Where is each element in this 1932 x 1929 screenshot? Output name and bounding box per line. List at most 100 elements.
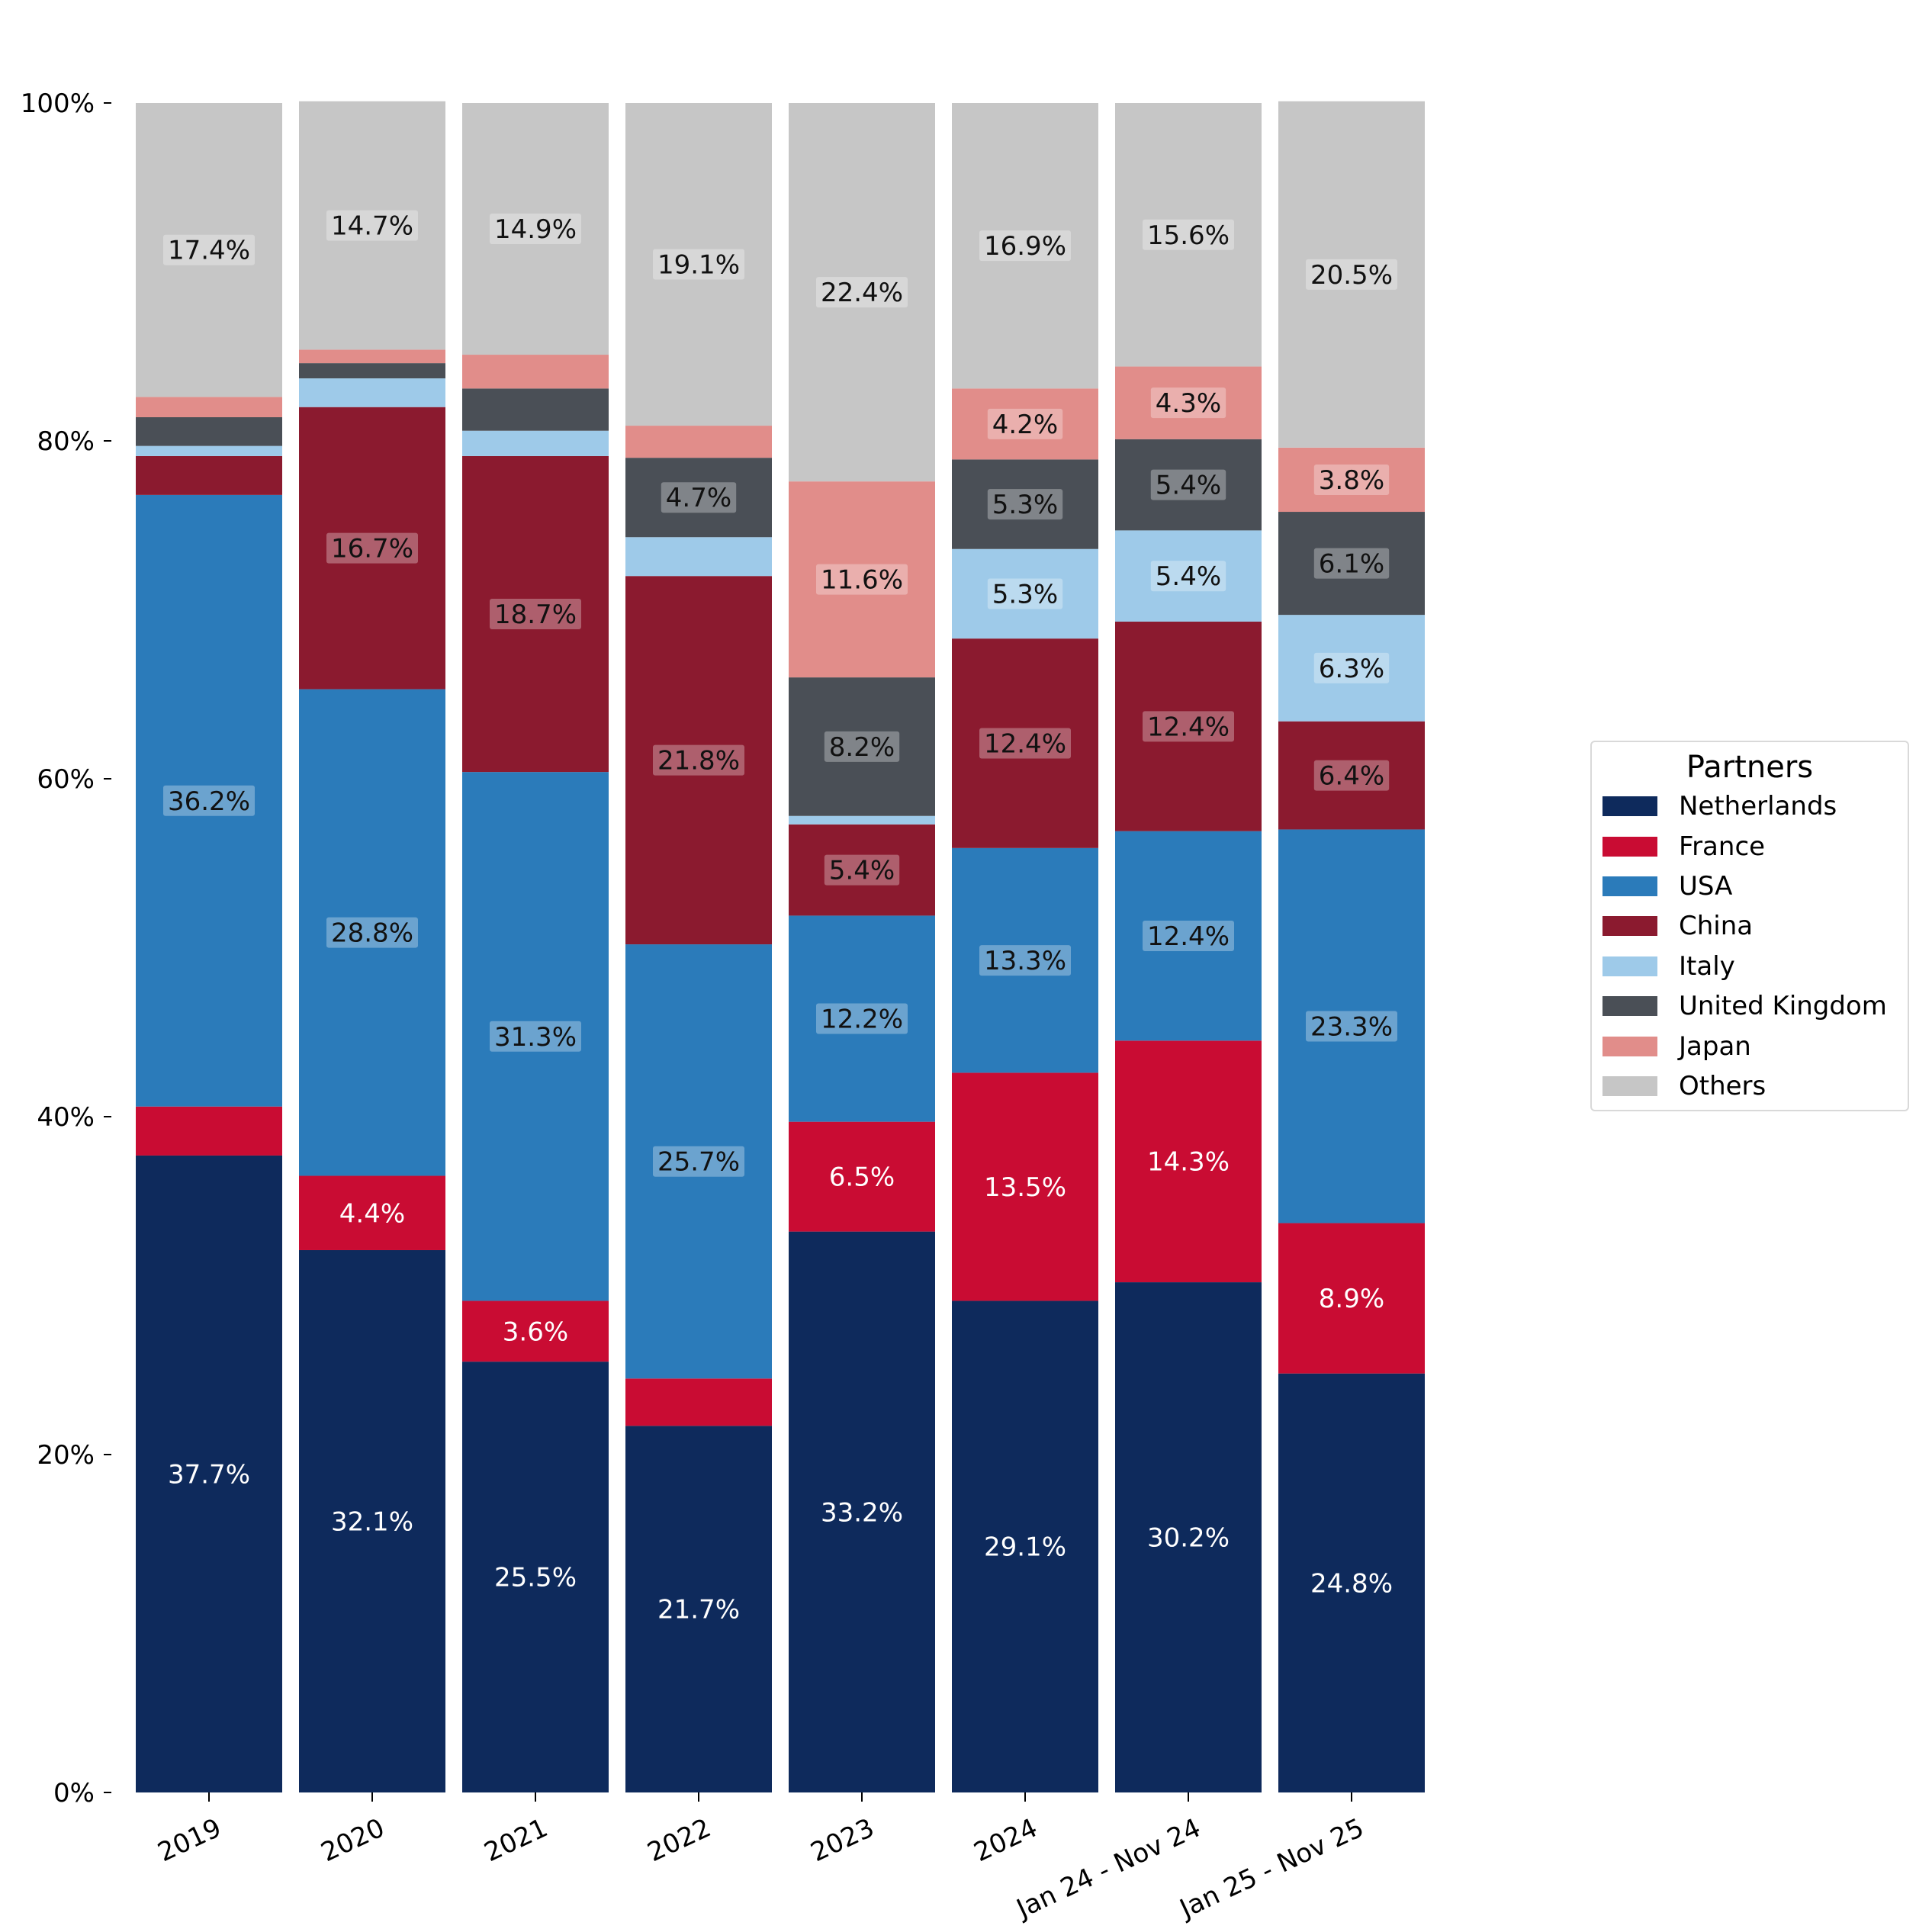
bar-segment-japan (789, 481, 935, 678)
legend-swatch (1602, 916, 1657, 937)
data-label: 20.5% (1310, 260, 1393, 291)
bar-segment-netherlands (1115, 1282, 1262, 1792)
data-label-box (1150, 561, 1226, 592)
legend-label: Japan (1679, 1030, 1751, 1062)
data-label-box (987, 408, 1063, 439)
bar-segment-netherlands (299, 1249, 445, 1792)
data-label: 4.2% (992, 410, 1058, 440)
data-label: 21.8% (657, 746, 740, 776)
bar-segment-japan (462, 355, 609, 389)
bar-segment-others (136, 103, 282, 397)
data-label: 14.7% (331, 211, 413, 242)
bar-segment-usa (789, 915, 935, 1122)
data-label: 23.3% (1310, 1011, 1393, 1042)
data-label-box (1142, 920, 1235, 951)
data-label-box (1142, 711, 1235, 742)
legend-swatch (1602, 836, 1657, 857)
data-label: 5.4% (829, 856, 895, 886)
data-label: 5.4% (1156, 561, 1221, 592)
bar-segment-france (952, 1072, 1098, 1301)
data-label-box (489, 1021, 582, 1052)
bar-segment-united-kingdom (1278, 512, 1425, 616)
y-tick-label: 40% (37, 1102, 95, 1133)
data-label-box (1313, 652, 1390, 683)
bar-segment-china (952, 638, 1098, 848)
data-label: 12.4% (1147, 921, 1230, 952)
bar-segment-netherlands (625, 1426, 772, 1792)
data-label-box (979, 945, 1072, 976)
legend-item-italy: Italy (1592, 947, 1908, 986)
y-tick-label: 100% (21, 88, 95, 119)
bar-segment-united-kingdom (299, 363, 445, 379)
bar-segment-usa (1115, 831, 1262, 1041)
bar-segment-united-kingdom (136, 416, 282, 446)
data-label-box (815, 277, 908, 308)
bar-segment-japan (1278, 447, 1425, 513)
bar-segment-netherlands (952, 1300, 1098, 1792)
data-label: 6.5% (829, 1162, 895, 1193)
bar-segment-usa (952, 847, 1098, 1073)
data-label-box (326, 917, 419, 948)
bar-segment-others (625, 103, 772, 426)
legend-swatch (1602, 956, 1657, 976)
data-label: 3.6% (503, 1317, 568, 1347)
bar-segment-china (1115, 622, 1262, 831)
bar-segment-united-kingdom (952, 459, 1098, 549)
data-label: 25.7% (657, 1147, 740, 1178)
data-label: 24.8% (1310, 1568, 1393, 1599)
legend-label: France (1679, 831, 1766, 862)
x-tick-label: 2020 (317, 1812, 389, 1868)
bar-segment-others (462, 103, 609, 355)
x-tick-label: 2024 (969, 1812, 1042, 1868)
data-label: 32.1% (331, 1506, 413, 1537)
legend-item-japan: Japan (1592, 1026, 1908, 1066)
legend-label: United Kingdom (1679, 991, 1887, 1022)
bar-segment-china (789, 824, 935, 916)
data-label: 14.9% (494, 214, 577, 245)
y-axis: 0% 20% 40% 60% 80% 100% (21, 88, 111, 1808)
data-label-box (1150, 469, 1226, 500)
data-label: 37.7% (168, 1459, 250, 1490)
data-label: 16.9% (984, 231, 1066, 262)
x-tick-label: 2021 (480, 1812, 552, 1868)
bar-segment-china (299, 407, 445, 690)
bar-segment-china (462, 455, 609, 773)
data-label: 31.3% (494, 1022, 577, 1053)
legend-swatch (1602, 1075, 1657, 1096)
legend-label: Others (1679, 1070, 1766, 1101)
bar-segment-italy (1115, 530, 1262, 622)
data-label: 5.3% (992, 490, 1058, 520)
data-label: 25.5% (494, 1563, 577, 1593)
data-label: 13.3% (984, 946, 1066, 976)
bar-labels: 37.7% 36.2% 17.4% 32.1% 4.4% 28.8% 16.7% 14.7% 2… (162, 210, 1398, 1625)
legend-item-others: Others (1592, 1066, 1908, 1106)
data-label-box (489, 214, 582, 245)
y-tick-label: 80% (37, 426, 95, 457)
bar-segment-usa (136, 494, 282, 1107)
data-label: 5.4% (1156, 471, 1221, 501)
legend-item-china: China (1592, 906, 1908, 946)
data-label: 29.1% (984, 1532, 1066, 1563)
data-label-box (987, 578, 1063, 609)
data-label-box (824, 854, 900, 886)
data-label-box (979, 728, 1072, 759)
data-label: 12.2% (821, 1005, 903, 1035)
bar-segment-italy (462, 430, 609, 456)
legend: Partners Netherlands France USA China Italy U… (1590, 741, 1909, 1111)
legend-item-united-kingdom: United Kingdom (1592, 986, 1908, 1026)
data-label: 8.2% (829, 732, 895, 763)
data-label: 4.4% (339, 1198, 405, 1229)
data-label: 17.4% (168, 236, 250, 266)
bar-segment-china (136, 455, 282, 495)
bar-segment-others (1115, 103, 1262, 367)
data-label-box (1142, 219, 1235, 250)
data-label-box (652, 1146, 745, 1177)
data-label: 16.7% (331, 534, 413, 564)
x-tick-label: Jan 25 - Nov 25 (1174, 1812, 1368, 1924)
legend-swatch (1602, 996, 1657, 1017)
bar-segment-japan (1115, 366, 1262, 439)
data-label-box (979, 230, 1072, 262)
bar-segment-netherlands (1278, 1373, 1425, 1792)
bar-segment-usa (625, 944, 772, 1379)
